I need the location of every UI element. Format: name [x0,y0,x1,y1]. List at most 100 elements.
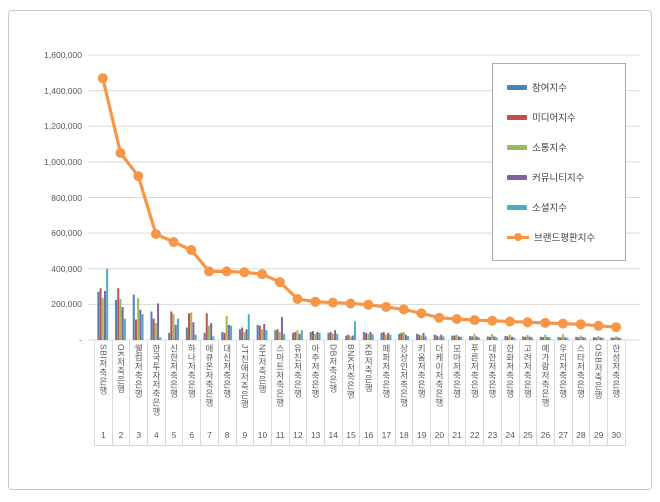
bar [365,332,368,341]
category-name: 대한저축은행 [487,344,498,398]
bar [119,299,122,340]
bar [353,321,356,340]
bar [256,324,259,340]
brand-line-dot [150,229,161,239]
bar [418,334,421,340]
category-cell: 모아저축은행 21 [449,341,467,445]
category-name: 웰컴저축은행 [133,344,144,398]
bar [230,325,233,340]
brand-line-dot [115,148,126,158]
bar [612,337,615,340]
legend-bar-swatch-icon [507,144,527,150]
bar [334,330,337,340]
legend-label: 소셜지수 [532,203,567,214]
category-rank: 19 [416,429,427,440]
bar [280,316,283,340]
bar [384,334,387,340]
brand-line-dot [363,299,374,310]
brand-line-dot [522,317,533,328]
bar [387,332,390,341]
bar [349,336,352,340]
bar [210,323,213,340]
bar [351,335,354,340]
bar [263,323,266,340]
category-cell: 우리저축은행 27 [555,341,573,445]
category-name: 대신저축은행 [222,344,233,398]
bar [424,336,427,340]
bar [511,336,514,340]
brand-line-dot [274,277,285,288]
category-rank: 25 [523,429,533,440]
bar [192,322,195,340]
bar [595,337,598,340]
bar [404,334,407,340]
bar [601,337,604,340]
category-cell: 신한저축은행 5 [166,341,184,445]
bar [559,337,562,340]
bar [241,327,244,340]
category-name: 유진저축은행 [292,344,303,398]
bar [544,334,547,340]
category-cell: 하나저축은행 6 [183,341,202,445]
brand-line-dot [168,237,179,247]
bar [247,314,250,340]
bar [599,337,602,340]
bar [97,291,100,340]
brand-line-dot [186,245,197,255]
bar [314,333,317,340]
brand-line-dot [487,315,498,326]
bar [205,313,208,340]
bar [524,336,527,340]
category-name: 한국투자저축은행 [151,344,162,416]
category-cell: 유진저축은행 12 [290,341,308,445]
category-rank: 29 [593,429,604,440]
bar [508,334,511,340]
bar [473,333,476,340]
bar [530,337,533,340]
category-rank: 17 [381,429,392,440]
category-cell: NH저축은행 10 [254,341,272,445]
y-tick-label: 200,000 [51,299,82,310]
bar [579,335,582,340]
brand-line-dot [558,318,568,329]
bar [137,298,140,340]
x-axis: SBI저축은행 1 OK저축은행 2 웰컴저축은행 3 한국투자저축은행 4 신한저축은행 5 하나… [94,341,626,446]
bar [592,337,595,340]
brand-line-dot [451,314,462,324]
category-cell: 예가람저축은행 26 [537,341,555,445]
category-name: OK저축은행 [116,344,127,394]
legend-bar-swatch-icon [507,174,527,180]
legend-item: 미디어지수 [507,110,625,124]
y-tick-label: 800,000 [51,192,82,203]
legend-bar-swatch-icon [507,204,527,210]
bar [451,335,454,340]
category-name: 예가람저축은행 [540,344,551,407]
bar [442,336,445,340]
brand-line-dot [345,298,356,309]
brand-line-dot [133,171,144,182]
bar [528,336,531,340]
bar [566,337,569,340]
bar [407,336,410,340]
category-rank: 30 [611,429,622,440]
brand-line-dot [398,304,409,315]
brand-line-dot [540,317,551,328]
bar [258,325,261,340]
bar [294,331,297,340]
category-rank: 20 [434,429,445,440]
bar [415,333,418,340]
bar [546,336,549,340]
bar [157,303,160,340]
category-name: 푸른저축은행 [469,344,480,398]
bar [276,329,279,340]
category-rank: 4 [154,429,159,440]
bar [278,331,281,340]
legend-line-marker [514,233,522,241]
bar [154,323,157,340]
bar [584,337,587,340]
category-rank: 1 [100,429,106,440]
brand-line-dot [416,308,427,319]
category-name: 키움저축은행 [416,344,427,398]
bar [619,337,622,340]
